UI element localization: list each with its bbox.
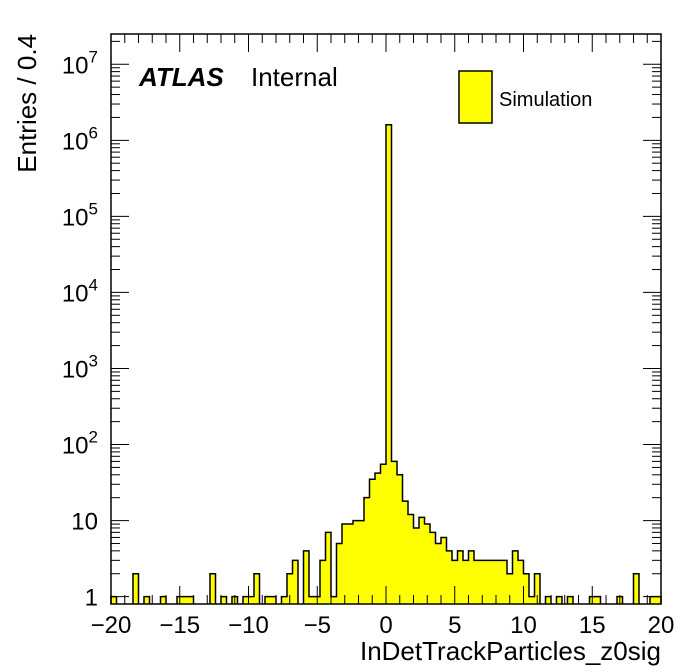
- histogram-bar-59: [529, 596, 535, 604]
- histogram-bar-41: [430, 532, 436, 604]
- legend-swatch-simulation: [458, 70, 493, 124]
- histogram-bar-65: [595, 596, 601, 604]
- histogram-bar-3: [160, 596, 167, 604]
- histogram-bar-17: [292, 560, 299, 604]
- histogram-bar-46: [457, 550, 464, 604]
- x-tick-label: −15: [159, 612, 200, 639]
- histogram-bar-13: [265, 596, 271, 604]
- histogram-bar-51: [485, 560, 491, 604]
- y-tick-label: 105: [62, 199, 98, 231]
- histogram-bar-31: [375, 473, 381, 604]
- histogram-bar-32: [380, 464, 387, 604]
- histogram-bar-39: [419, 517, 425, 604]
- histogram-bar-37: [408, 514, 414, 604]
- histogram-bar-19: [309, 596, 315, 604]
- histogram-bar-26: [347, 524, 354, 604]
- histogram-bar-28: [358, 520, 365, 604]
- y-tick-label: 102: [62, 428, 98, 460]
- histogram-bar-1: [133, 573, 139, 604]
- y-tick-label: 106: [62, 123, 98, 155]
- histogram-bar-11: [248, 596, 255, 604]
- histogram-bar-29: [364, 497, 370, 604]
- histogram-bar-36: [402, 501, 409, 604]
- x-tick-label: −5: [304, 612, 331, 639]
- y-tick-label: 104: [62, 275, 98, 307]
- histogram-bar-33: [386, 124, 392, 604]
- histogram-bar-10: [243, 596, 249, 604]
- histogram-bar-35: [397, 474, 403, 604]
- histogram-bar-16: [287, 573, 293, 604]
- histogram-bar-50: [479, 560, 486, 604]
- histogram-bar-34: [391, 461, 398, 604]
- histogram-bar-60: [534, 573, 541, 604]
- histogram-bar-5: [182, 596, 189, 604]
- histogram-bar-7: [210, 573, 216, 604]
- x-axis-title: InDetTrackParticles_z0sig: [360, 636, 661, 666]
- histogram-bar-30: [369, 479, 376, 604]
- histogram-bar-2: [144, 596, 150, 604]
- histogram-bar-0: [111, 596, 117, 604]
- histogram-bar-14: [270, 596, 277, 604]
- histogram-bar-12: [254, 573, 260, 604]
- histogram-bar-40: [424, 524, 431, 604]
- histogram-bar-61: [545, 596, 552, 604]
- histogram-bar-6: [188, 596, 194, 604]
- histogram-bar-47: [463, 560, 469, 604]
- histogram-bar-22: [325, 532, 332, 604]
- histogram-bar-69: [655, 596, 662, 604]
- x-axis-tick-labels: −20 −15 −10 −5 0 5 10 15 20: [91, 612, 675, 639]
- x-tick-label: 0: [379, 612, 392, 639]
- internal-label: Internal: [251, 62, 338, 92]
- histogram-bar-54: [501, 560, 508, 604]
- histogram-bar-45: [452, 560, 458, 604]
- histogram-bar-63: [567, 596, 574, 604]
- x-tick-label: 10: [510, 612, 537, 639]
- histogram-bar-62: [556, 596, 563, 604]
- histogram-bar-21: [320, 560, 326, 604]
- histogram-bar-38: [413, 527, 420, 604]
- y-axis-ticks: [111, 40, 661, 598]
- atlas-label: ATLAS: [138, 62, 224, 92]
- histogram-bar-15: [281, 596, 288, 604]
- histogram-bar-53: [496, 560, 502, 604]
- histogram-bar-68: [650, 596, 656, 604]
- histogram-bar-58: [523, 573, 530, 604]
- histogram-bar-23: [331, 596, 337, 604]
- y-tick-label: 1: [85, 585, 98, 612]
- legend-label-simulation: Simulation: [499, 89, 592, 111]
- histogram-bar-18: [303, 550, 310, 604]
- histogram-bar-49: [474, 560, 480, 604]
- histogram-bar-27: [353, 520, 359, 604]
- histogram-bars: [111, 124, 662, 604]
- histogram-bar-48: [468, 550, 475, 604]
- x-tick-label: 15: [579, 612, 606, 639]
- histogram-bar-43: [441, 537, 447, 604]
- histogram-bar-52: [490, 560, 497, 604]
- histogram-bar-57: [518, 560, 524, 604]
- y-axis-tick-labels: 1 10 102 103 104 105 106 107: [62, 47, 98, 611]
- histogram-bar-42: [435, 543, 442, 604]
- x-tick-label: −10: [228, 612, 269, 639]
- y-axis-title: Entries / 0.4: [12, 34, 42, 173]
- y-tick-label: 107: [62, 47, 98, 79]
- x-tick-label: 5: [448, 612, 461, 639]
- x-tick-label: −20: [91, 612, 132, 639]
- y-tick-label: 103: [62, 351, 98, 383]
- histogram-bar-55: [507, 573, 513, 604]
- histogram-bar-56: [512, 550, 519, 604]
- y-tick-label: 10: [71, 509, 98, 536]
- histogram-bar-8: [221, 596, 227, 604]
- histogram-bar-24: [336, 543, 343, 604]
- histogram-bar-67: [633, 573, 640, 604]
- x-axis-ticks: [110, 34, 662, 604]
- legend: Simulation: [458, 70, 592, 124]
- histogram-bar-44: [446, 550, 453, 604]
- histogram-bar-25: [342, 524, 348, 604]
- x-tick-label: 20: [648, 612, 675, 639]
